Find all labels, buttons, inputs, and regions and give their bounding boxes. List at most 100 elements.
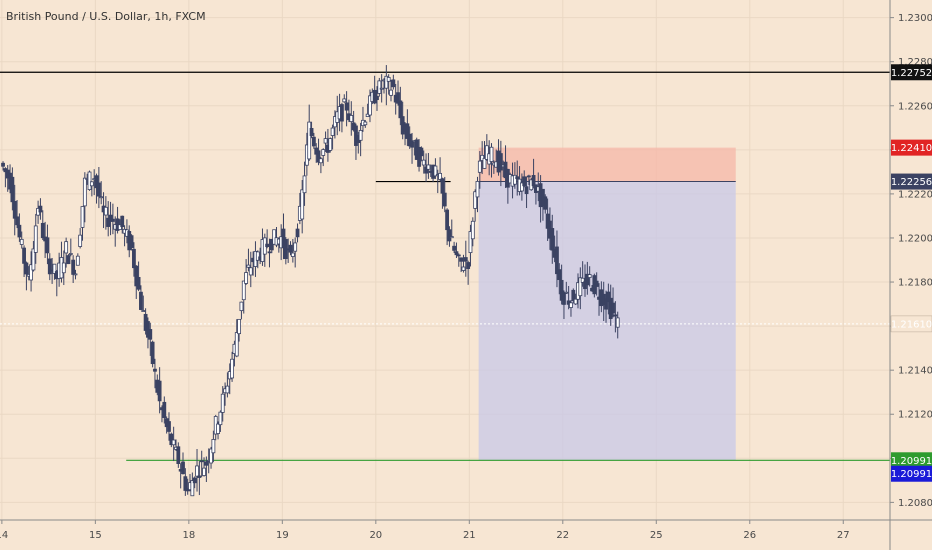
candle-body (12, 201, 17, 219)
candle-body (302, 175, 307, 194)
candle-body (410, 140, 414, 148)
candle-body (515, 176, 520, 180)
candle-body (38, 205, 43, 213)
candle-body (321, 149, 326, 156)
candles (1, 65, 620, 497)
candle-body (375, 95, 379, 101)
candle-body (524, 186, 529, 195)
y-tick-label: 1.22000 (898, 233, 932, 244)
price-tag (891, 452, 932, 469)
candle-body (550, 228, 555, 251)
candle-body (424, 166, 428, 174)
candle-body (363, 121, 368, 126)
candle-body (569, 302, 573, 308)
candle-body (344, 102, 349, 111)
y-tick-label: 1.21800 (898, 278, 932, 289)
candle-body (480, 154, 485, 161)
candle-body (52, 263, 57, 274)
candle-body (75, 255, 80, 266)
candle-body (241, 280, 246, 301)
candle-body (31, 248, 36, 271)
candle-body (1, 162, 5, 167)
candle-body (484, 145, 489, 160)
candle-body (171, 439, 176, 446)
candle-body (80, 206, 85, 228)
candle-body (328, 138, 333, 151)
candle-body (225, 385, 230, 394)
candle-body (183, 476, 188, 491)
candle-body (66, 255, 71, 265)
candle-body (463, 257, 468, 262)
candle-body (475, 181, 480, 198)
candle-body (190, 480, 195, 497)
candle-body (611, 302, 615, 314)
price-tag-label: 1.20991 (891, 456, 932, 467)
candle-body (377, 80, 382, 94)
candle-body (318, 158, 323, 164)
candle-body (106, 217, 111, 227)
candle-body (29, 264, 33, 281)
candle-body (272, 229, 277, 245)
candle-body (447, 229, 452, 242)
candle-body (40, 222, 45, 239)
candle-body (340, 104, 344, 122)
x-tick-label: 19 (276, 530, 289, 541)
price-tag (891, 465, 932, 482)
candle-body (19, 238, 24, 245)
candle-body (594, 280, 599, 287)
candle-body (615, 317, 620, 328)
candle-body (300, 189, 305, 220)
candle-body (452, 245, 457, 251)
candle-body (585, 273, 590, 286)
candle-body (68, 253, 73, 255)
candle-body (99, 196, 104, 199)
candle-body (204, 461, 209, 466)
candle-body (519, 182, 524, 192)
candle-body (323, 138, 328, 144)
candle-body (89, 181, 94, 187)
candle-body (265, 243, 270, 248)
candle-body (613, 314, 618, 317)
x-tick-label: 15 (89, 530, 102, 541)
candle-body (419, 147, 424, 157)
price-tag (891, 139, 932, 156)
candle-body (181, 461, 185, 475)
candle-body (573, 298, 578, 305)
candle-body (489, 146, 494, 162)
price-tag-label: 1.20991 (891, 469, 932, 480)
candle-body (108, 214, 113, 222)
candle-body (220, 393, 225, 413)
candle-body (234, 332, 239, 357)
candle-body (96, 182, 101, 197)
x-tick-label: 18 (182, 530, 195, 541)
y-tick-label: 1.23000 (898, 13, 932, 24)
candle-body (311, 136, 316, 147)
candle-body (288, 244, 293, 253)
candle-body (330, 127, 335, 136)
candle-body (407, 133, 412, 147)
x-tick-label: 26 (743, 530, 756, 541)
x-tick-label: 14 (0, 530, 8, 541)
candle-body (281, 228, 286, 248)
x-tick-label: 20 (369, 530, 382, 541)
candle-body (209, 448, 213, 464)
candle-body (148, 329, 153, 340)
candle-body (604, 298, 608, 310)
candle-body (94, 175, 99, 189)
candle-body (211, 439, 216, 454)
y-tick-label: 1.22200 (898, 189, 932, 200)
candle-body (307, 121, 312, 160)
candle-body (237, 318, 241, 335)
candle-body (290, 252, 295, 257)
profit-target-zone[interactable] (478, 181, 736, 461)
y-tick-label: 1.22800 (898, 57, 932, 68)
candle-body (33, 225, 38, 253)
candle-body (456, 254, 461, 257)
candle-body (470, 220, 475, 240)
candle-body (169, 433, 174, 446)
candle-body (15, 216, 19, 226)
candle-body (110, 218, 115, 222)
price-tag (891, 64, 932, 81)
